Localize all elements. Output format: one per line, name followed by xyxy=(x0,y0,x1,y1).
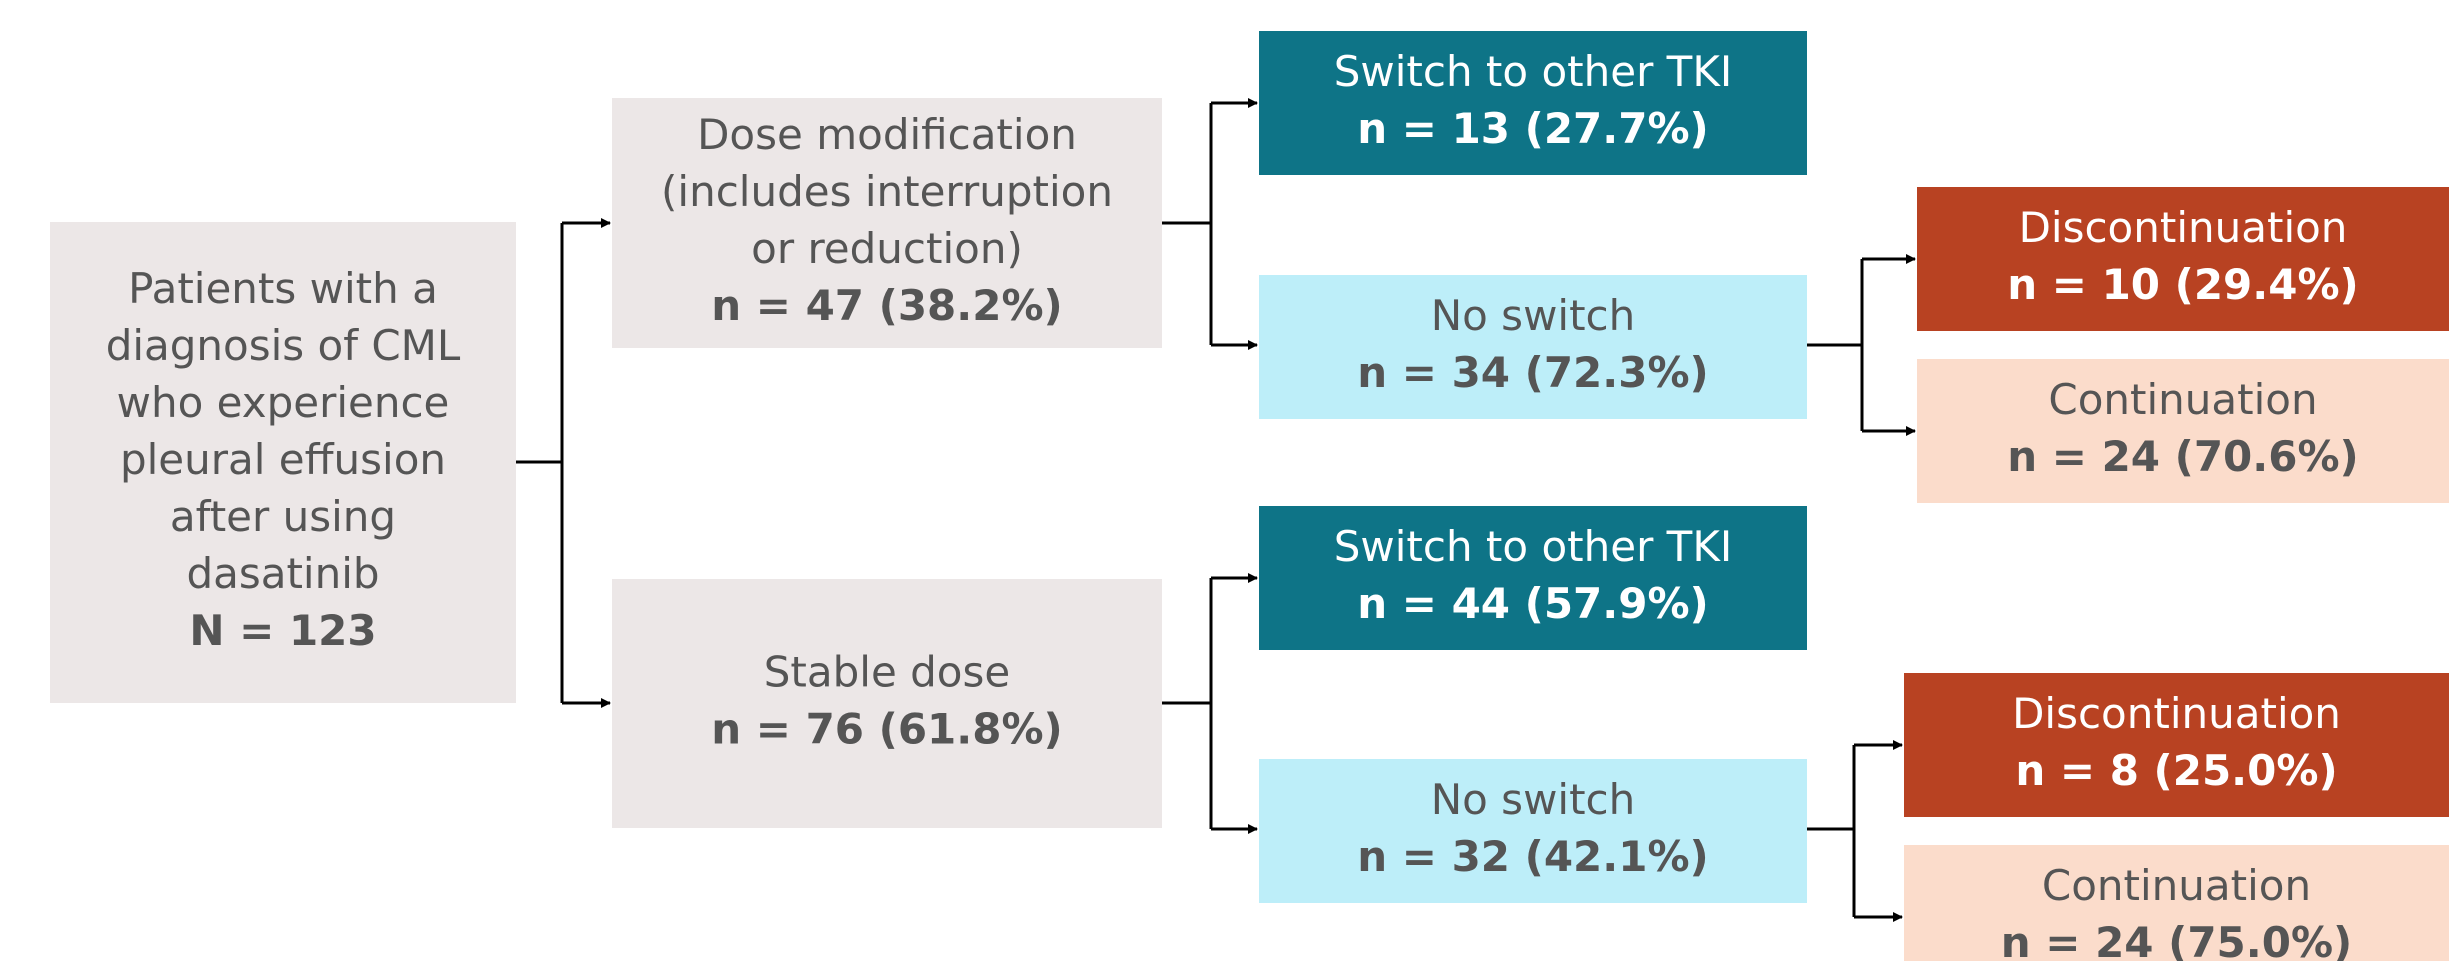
node-label: who experience xyxy=(117,378,450,427)
node-count: n = 47 (38.2%) xyxy=(711,281,1063,330)
node-box xyxy=(1259,759,1807,903)
node-box xyxy=(1259,506,1807,650)
connector xyxy=(1807,259,1864,431)
node-label: Stable dose xyxy=(764,648,1010,697)
node-label: diagnosis of CML xyxy=(106,321,461,370)
node-label: Discontinuation xyxy=(2019,203,2348,252)
node: Patients with a diagnosis of CML who exper… xyxy=(50,222,516,703)
node-count: n = 34 (72.3%) xyxy=(1357,348,1709,397)
node: No switch n = 32 (42.1%) xyxy=(1259,759,1807,903)
node-count: n = 32 (42.1%) xyxy=(1357,832,1709,881)
node-label: Switch to other TKI xyxy=(1334,47,1733,96)
node: Switch to other TKI n = 44 (57.9%) xyxy=(1259,506,1807,650)
node-count: N = 123 xyxy=(189,606,376,655)
node-label: Switch to other TKI xyxy=(1334,522,1733,571)
node-label: or reduction) xyxy=(751,224,1023,273)
node-count: n = 76 (61.8%) xyxy=(711,705,1063,754)
connector xyxy=(1807,745,1856,917)
node-box xyxy=(1904,845,2449,961)
node: Switch to other TKI n = 13 (27.7%) xyxy=(1259,31,1807,175)
node: No switch n = 34 (72.3%) xyxy=(1259,275,1807,419)
node-label: Dose modification xyxy=(697,110,1077,159)
node-label: after using xyxy=(170,492,396,541)
connector xyxy=(1162,578,1213,829)
node-count: n = 24 (70.6%) xyxy=(2007,432,2359,481)
node: Discontinuation n = 10 (29.4%) xyxy=(1917,187,2449,331)
node: Continuation n = 24 (75.0%) xyxy=(1904,845,2449,961)
node-count: n = 13 (27.7%) xyxy=(1357,104,1709,153)
connectors xyxy=(516,98,1916,922)
node: Continuation n = 24 (70.6%) xyxy=(1917,359,2449,503)
node-label: Continuation xyxy=(2048,375,2317,424)
node-label: No switch xyxy=(1431,291,1636,340)
connector xyxy=(516,223,564,703)
node-box xyxy=(50,222,516,703)
node-label: pleural effusion xyxy=(120,435,446,484)
node: Discontinuation n = 8 (25.0%) xyxy=(1904,673,2449,817)
node: Dose modification (includes interruption o… xyxy=(612,98,1162,348)
node-box xyxy=(1259,31,1807,175)
node-count: n = 10 (29.4%) xyxy=(2007,260,2359,309)
node-label: No switch xyxy=(1431,775,1636,824)
connector xyxy=(1162,103,1213,345)
node-box xyxy=(612,579,1162,828)
node: Stable dose n = 76 (61.8%) xyxy=(612,579,1162,828)
node-label: Patients with a xyxy=(128,264,438,313)
node-count: n = 24 (75.0%) xyxy=(2001,918,2353,961)
node-label: dasatinib xyxy=(186,549,379,598)
node-count: n = 8 (25.0%) xyxy=(2015,746,2337,795)
node-count: n = 44 (57.9%) xyxy=(1357,579,1709,628)
node-label: (includes interruption xyxy=(661,167,1113,216)
node-box xyxy=(1904,673,2449,817)
node-label: Continuation xyxy=(2042,861,2311,910)
node-box xyxy=(1917,187,2449,331)
node-box xyxy=(1259,275,1807,419)
node-box xyxy=(1917,359,2449,503)
node-box xyxy=(612,98,1162,348)
node-label: Discontinuation xyxy=(2012,689,2341,738)
